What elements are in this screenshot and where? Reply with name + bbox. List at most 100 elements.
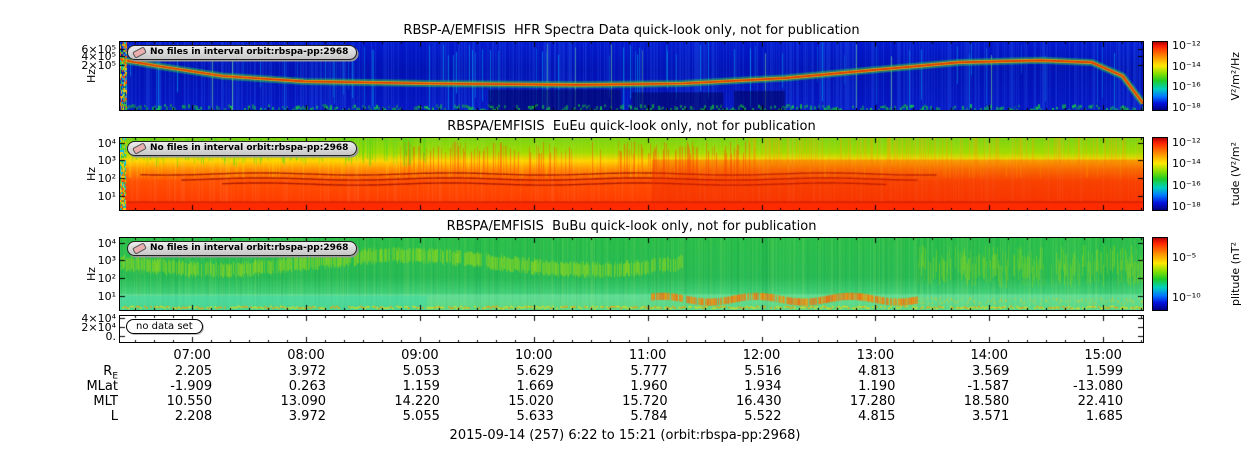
pencil-icon <box>132 142 147 155</box>
ephemeris-value: 3.569 <box>972 364 1010 379</box>
ephemeris-value: 3.972 <box>288 364 326 379</box>
ephemeris-value: -13.080 <box>1072 379 1124 394</box>
ephemeris-value: 1.934 <box>744 379 782 394</box>
y-tick-label: 2×10⁵ <box>81 59 116 73</box>
colorbar-unit-text: tude (V²/m² <box>1228 142 1242 206</box>
y-tick-label: 6×10⁵ <box>81 42 116 56</box>
plot-area-EuEu: No files in interval orbit:rbspa-pp:2968 <box>119 137 1144 211</box>
ephemeris-value: 3.972 <box>288 409 326 424</box>
ephemeris-value: 1.190 <box>858 379 896 394</box>
ephemeris-value: 5.516 <box>744 364 782 379</box>
colorbar-tick-label: 10⁻⁵ <box>1172 251 1197 265</box>
time-tick-label: 08:00 <box>287 348 325 363</box>
ephemeris-value: 5.629 <box>516 364 554 379</box>
ephemeris-value: 0.263 <box>288 379 326 394</box>
ephemeris-value: 15.720 <box>622 394 668 409</box>
pencil-icon <box>132 242 147 255</box>
plot-area-no-data: no data set <box>119 315 1144 343</box>
time-tick-label: 13:00 <box>856 348 895 363</box>
colorbar-unit-text: plitude (nT² <box>1228 241 1242 307</box>
colorbar-tick-label: 10⁻¹⁶ <box>1172 178 1201 192</box>
y-tick-label: 10² <box>97 272 116 286</box>
time-tick-label: 15:00 <box>1084 348 1122 363</box>
no-files-badge: No files in interval orbit:rbspa-pp:2968 <box>127 45 358 60</box>
ephemeris-value: 1.159 <box>402 379 440 394</box>
colorbar-tick-label: 10⁻¹⁴ <box>1172 59 1201 73</box>
spectrogram-canvas-no-data <box>120 316 1143 342</box>
ephemeris-value: 3.571 <box>972 409 1010 424</box>
y-tick-label: 10¹ <box>97 190 116 204</box>
colorbar-EuEu <box>1152 137 1168 211</box>
no-files-badge-label: No files in interval orbit:rbspa-pp:2968 <box>150 143 349 153</box>
time-tick-label: 14:00 <box>970 348 1008 363</box>
ephemeris-value: 5.777 <box>630 364 668 379</box>
pencil-icon <box>132 46 147 59</box>
time-tick-label: 09:00 <box>401 348 439 363</box>
y-tick-label: 2×10⁴ <box>81 320 116 334</box>
ephemeris-value: 5.055 <box>402 409 440 424</box>
ephemeris-value: 5.053 <box>402 364 440 379</box>
ephemeris-value: 22.410 <box>1077 394 1124 409</box>
time-tick-label: 10:00 <box>515 348 553 363</box>
colorbar-tick-label: 10⁻¹⁰ <box>1172 291 1201 305</box>
ephemeris-value: 5.633 <box>516 409 554 424</box>
y-tick-label: 10³ <box>97 254 116 268</box>
ephemeris-value: 13.090 <box>280 394 327 409</box>
y-tick-label: 10⁴ <box>97 137 116 151</box>
plot-area-HFR: No files in interval orbit:rbspa-pp:2968 <box>119 41 1144 111</box>
colorbar-unit-EuEu: tude (V²/m² <box>1226 138 1244 210</box>
panel-title-EuEu: RBSPA/EMFISIS EuEu quick-look only, not … <box>447 119 816 134</box>
y-tick-label: 10² <box>97 172 116 186</box>
no-files-badge: No files in interval orbit:rbspa-pp:2968 <box>127 141 358 156</box>
colorbar-tick-label: 10⁻¹⁴ <box>1172 157 1201 171</box>
ephemeris-row-label: RE <box>103 364 118 382</box>
y-tick-label: 10⁴ <box>97 237 116 251</box>
y-tick-label: 4×10⁵ <box>81 50 116 64</box>
colorbar-tick-label: 10⁻¹⁸ <box>1172 100 1201 114</box>
ephemeris-value: 1.599 <box>1085 364 1124 379</box>
colorbar-unit-HFR: V²/m²/Hz <box>1226 42 1244 110</box>
ephemeris-value: 16.430 <box>736 394 782 409</box>
colorbar-HFR <box>1152 41 1168 111</box>
ephemeris-value: 17.280 <box>849 394 896 409</box>
ephemeris-row-label: L <box>110 409 118 424</box>
y-tick-label: 4×10⁴ <box>81 312 116 326</box>
colorbar-tick-label: 10⁻¹⁶ <box>1172 80 1201 94</box>
colorbar-tick-label: 10⁻¹² <box>1172 135 1201 149</box>
colorbar-tick-label: 10⁻¹⁸ <box>1172 200 1201 214</box>
ephemeris-value: 4.813 <box>858 364 896 379</box>
y-tick-label: 10¹ <box>97 290 116 304</box>
ephemeris-row-label: MLT <box>93 394 118 409</box>
colorbar-tick-label: 10⁻¹² <box>1172 39 1201 53</box>
ephemeris-value: 1.669 <box>516 379 554 394</box>
time-tick-label: 12:00 <box>742 348 781 363</box>
ephemeris-value: 18.580 <box>963 394 1010 409</box>
ephemeris-value: 10.550 <box>166 394 213 409</box>
ephemeris-value: -1.587 <box>967 379 1010 394</box>
y-tick-label: 0. <box>105 330 117 344</box>
ephemeris-value: 15.020 <box>508 394 554 409</box>
y-tick-label: 10³ <box>97 154 116 168</box>
ephemeris-value: 5.522 <box>744 409 782 424</box>
time-tick-label: 11:00 <box>628 348 667 363</box>
no-data-badge: no data set <box>126 319 203 334</box>
ephemeris-value: -1.909 <box>170 379 213 394</box>
colorbar-unit-BuBu: plitude (nT² <box>1226 238 1244 310</box>
no-files-badge-label: No files in interval orbit:rbspa-pp:2968 <box>150 47 349 57</box>
ephemeris-value: 2.208 <box>174 409 213 424</box>
no-files-badge-label: No files in interval orbit:rbspa-pp:2968 <box>150 243 349 253</box>
figure-caption: 2015-09-14 (257) 6:22 to 15:21 (orbit:rb… <box>449 428 801 443</box>
ephemeris-value: 2.205 <box>174 364 213 379</box>
ephemeris-value: 4.815 <box>858 409 896 424</box>
panel-title-HFR: RBSP-A/EMFISIS HFR Spectra Data quick-lo… <box>403 23 860 38</box>
ephemeris-row-label: MLat <box>86 379 118 394</box>
plot-area-BuBu: No files in interval orbit:rbspa-pp:2968 <box>119 237 1144 311</box>
ephemeris-value: 5.784 <box>630 409 668 424</box>
time-tick-label: 07:00 <box>173 348 211 363</box>
ephemeris-value: 1.960 <box>630 379 668 394</box>
panel-title-BuBu: RBSPA/EMFISIS BuBu quick-look only, not … <box>446 219 817 234</box>
no-files-badge: No files in interval orbit:rbspa-pp:2968 <box>127 241 358 256</box>
colorbar-unit-text: V²/m²/Hz <box>1228 51 1242 101</box>
ephemeris-value: 1.685 <box>1085 409 1124 424</box>
